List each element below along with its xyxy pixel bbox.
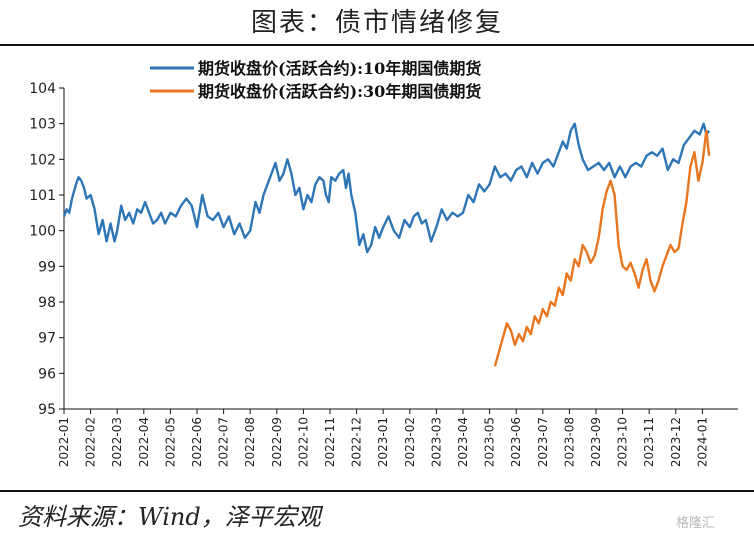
x-tick-label: 2022-07: [217, 417, 231, 467]
legend-label-10y: 期货收盘价(活跃合约):10年期国债期货: [198, 59, 481, 78]
x-tick-label: 2022-09: [270, 417, 284, 467]
x-tick-label: 2023-08: [562, 417, 576, 467]
x-tick-label: 2023-10: [616, 417, 630, 467]
legend-label-30y: 期货收盘价(活跃合约):30年期国债期货: [198, 82, 481, 101]
x-tick-label: 2022-01: [57, 417, 71, 467]
x-tick-label: 2023-05: [483, 417, 497, 467]
x-tick-label: 2023-11: [642, 417, 656, 467]
x-tick-label: 2023-04: [456, 417, 470, 467]
y-axis-ticks: 95 96 97 98 99 100 101 102 103 104: [29, 81, 64, 418]
x-tick-label: 2022-04: [137, 417, 151, 467]
series-layer: [62, 122, 711, 367]
y-tick-label: 103: [29, 117, 56, 133]
y-tick-label: 100: [29, 224, 56, 240]
x-tick-label: 2022-12: [350, 417, 364, 467]
legend: 期货收盘价(活跃合约):10年期国债期货 期货收盘价(活跃合约):30年期国债期…: [150, 59, 481, 101]
y-tick-label: 104: [29, 81, 56, 97]
series-line-30y: [493, 129, 711, 367]
bottom-rule: [0, 490, 754, 492]
y-tick-label: 102: [29, 152, 56, 168]
x-tick-label: 2022-06: [190, 417, 204, 467]
x-axis-ticks: 2022-01 2022-02 2022-03 2022-04 2022-05 2022-…: [57, 409, 709, 467]
x-tick-label: 2023-07: [536, 417, 550, 467]
y-tick-label: 95: [38, 402, 56, 418]
series-line-10y: [62, 122, 711, 254]
line-chart: 95 96 97 98 99 100 101 102 103 104 2022-01 2022-02…: [29, 59, 738, 467]
source-note: 资料来源：Wind，泽平宏观: [18, 503, 321, 531]
watermark-logo: 格隆汇: [676, 516, 716, 531]
x-tick-label: 2023-12: [669, 417, 683, 467]
x-tick-label: 2022-03: [110, 417, 124, 467]
x-tick-label: 2022-08: [243, 417, 257, 467]
x-tick-label: 2022-11: [323, 417, 337, 467]
y-tick-label: 96: [38, 366, 56, 382]
x-tick-label: 2023-09: [589, 417, 603, 467]
top-rule: [0, 44, 754, 46]
y-tick-label: 98: [38, 295, 56, 311]
y-tick-label: 101: [29, 188, 56, 204]
x-tick-label: 2023-02: [403, 417, 417, 467]
x-tick-label: 2023-01: [376, 417, 390, 467]
x-tick-label: 2023-06: [509, 417, 523, 467]
y-tick-label: 97: [38, 331, 56, 347]
figure-title: 图表：债市情绪修复: [250, 8, 503, 38]
x-tick-label: 2022-05: [163, 417, 177, 467]
x-tick-label: 2023-03: [429, 417, 443, 467]
x-tick-label: 2022-02: [84, 417, 98, 467]
x-tick-label: 2022-10: [296, 417, 310, 467]
x-tick-label: 2024-01: [695, 417, 709, 467]
y-tick-label: 99: [38, 259, 56, 275]
